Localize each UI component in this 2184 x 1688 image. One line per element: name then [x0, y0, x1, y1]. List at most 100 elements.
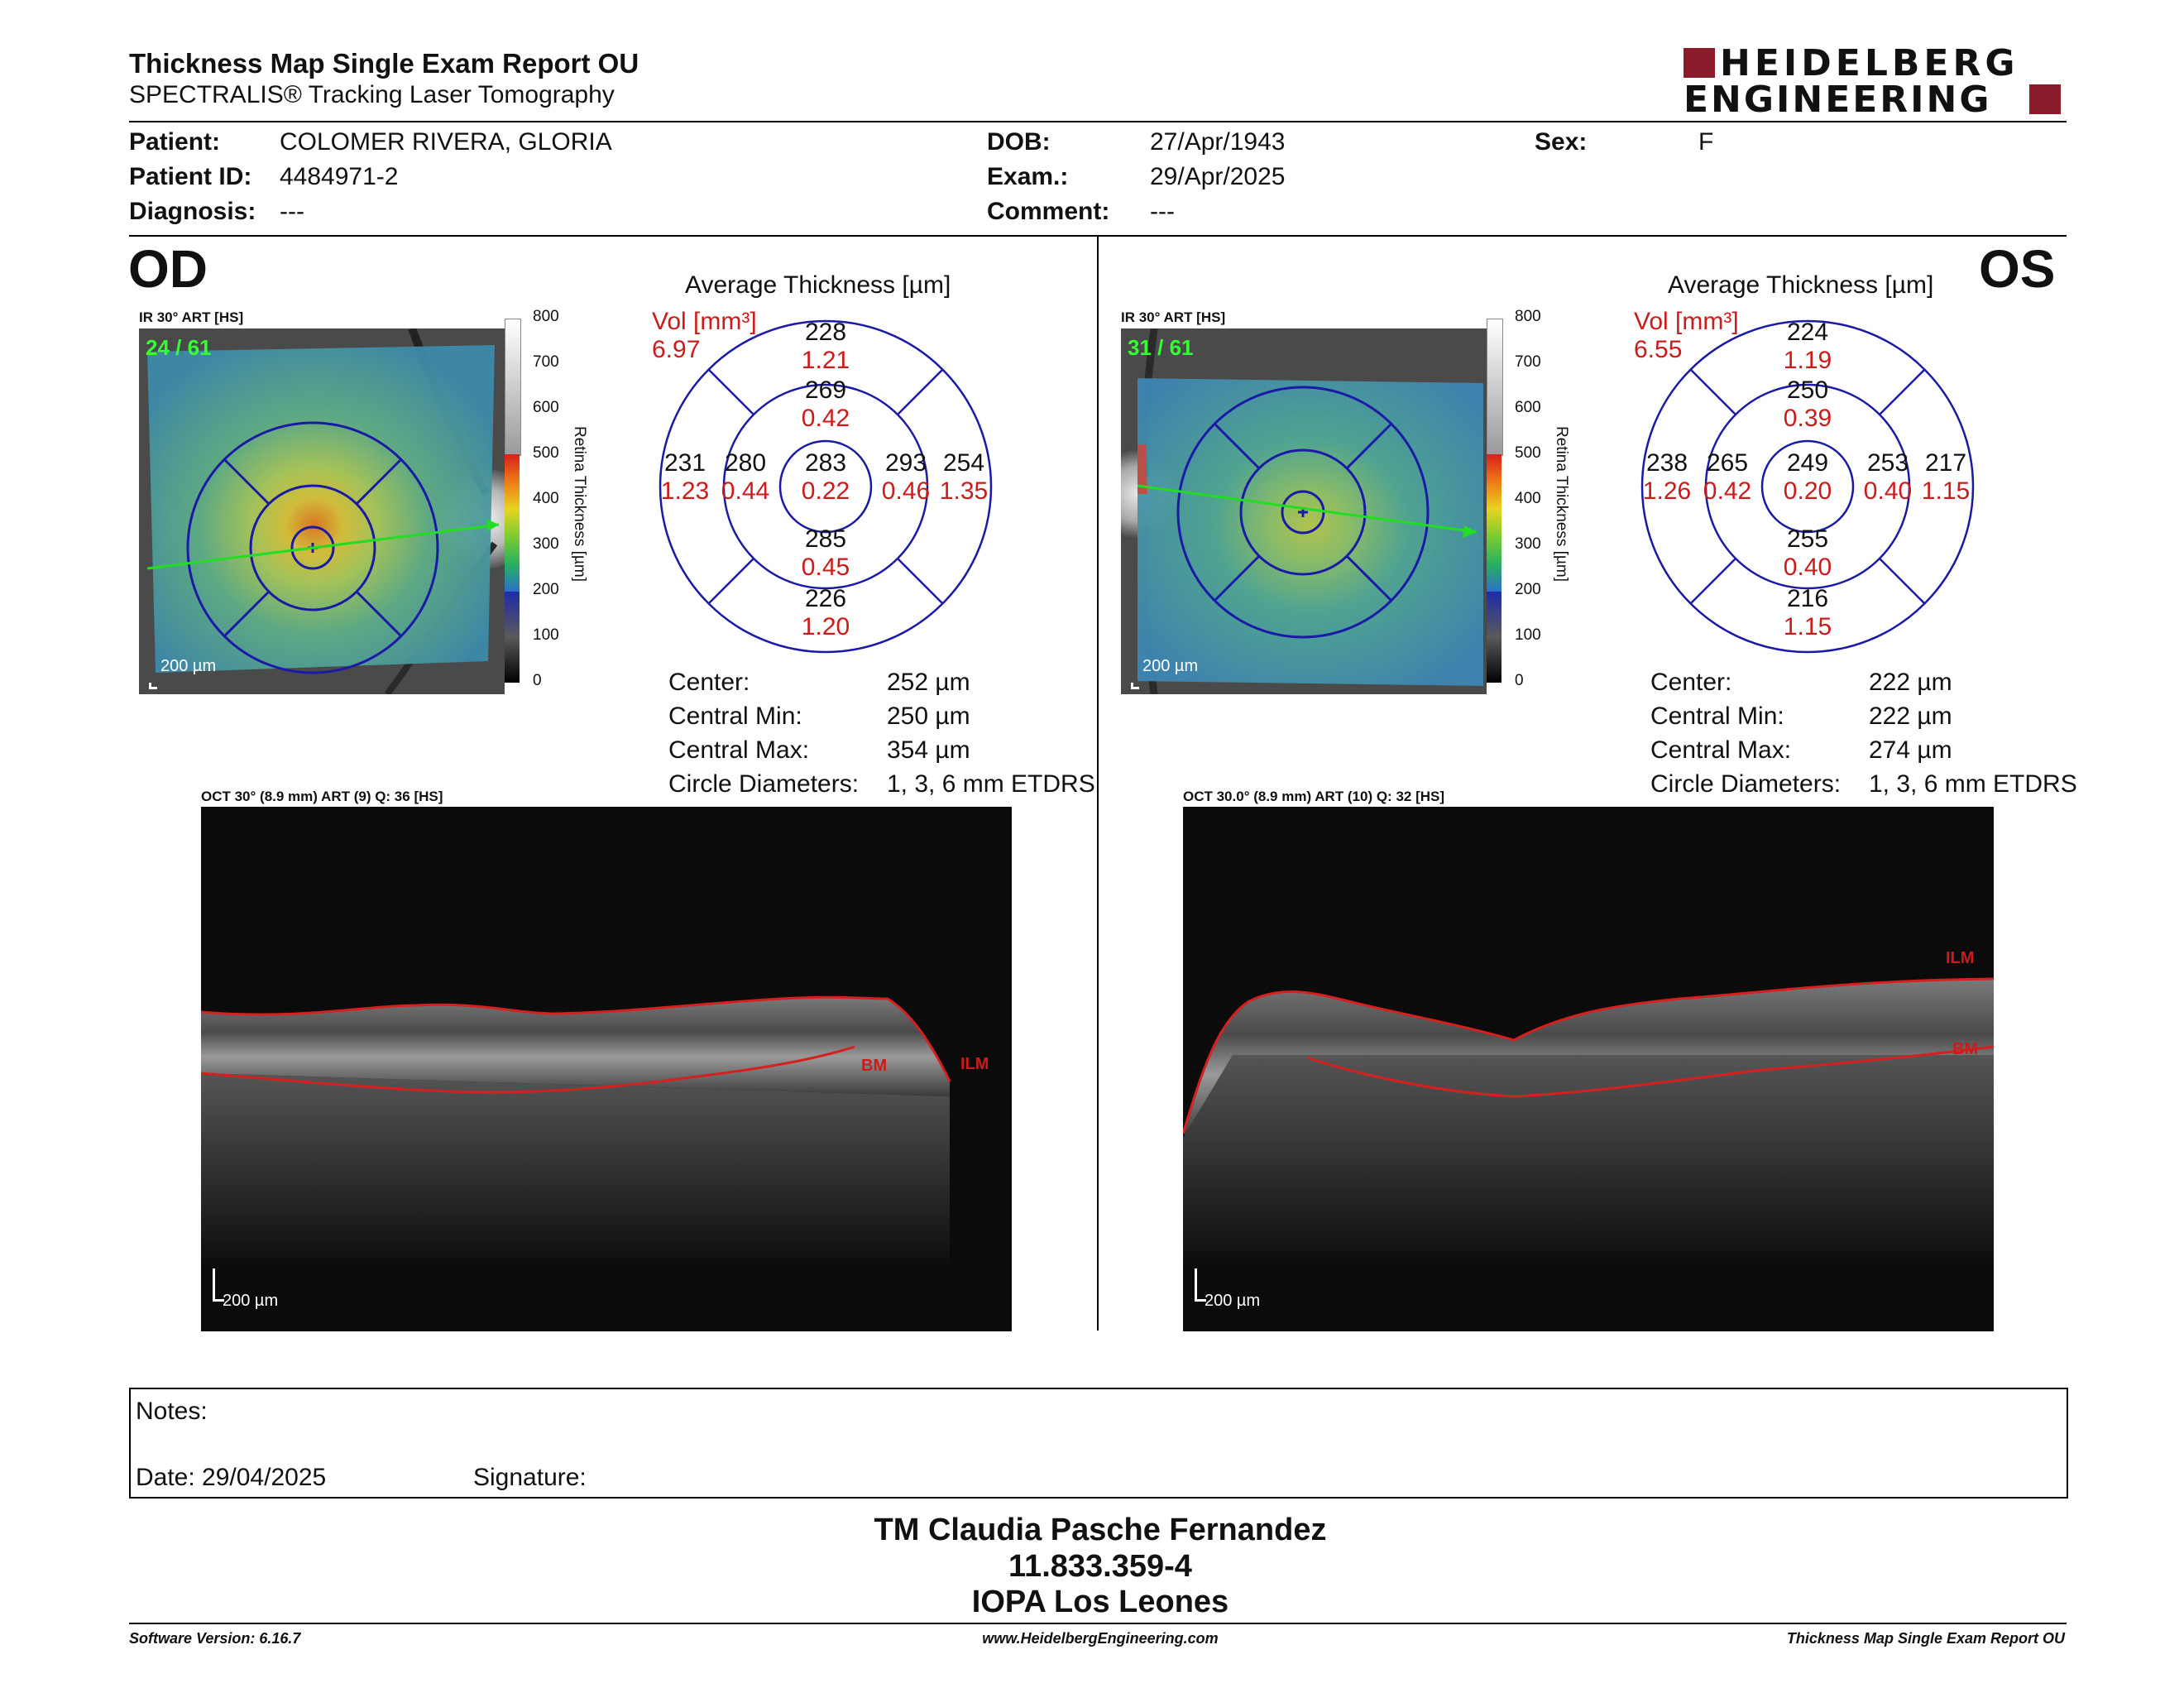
od-vol-value: 6.97: [652, 336, 701, 363]
od-stat-max-label: Central Max:: [668, 736, 810, 764]
tick-600: 600: [533, 399, 559, 416]
os-stat-max-value: 274 µm: [1869, 736, 1952, 764]
os-inner-left: 265 0.42: [1703, 449, 1752, 505]
technician-name: TM Claudia Pasche Fernandez: [874, 1513, 1327, 1547]
sex-value: F: [1698, 128, 1714, 156]
dob-value: 27/Apr/1943: [1150, 128, 1286, 156]
od-scale-title: Retina Thickness [µm]: [571, 426, 588, 582]
od-stat-min-value: 250 µm: [887, 703, 970, 730]
os-inner-sup: 250 0.39: [1783, 376, 1832, 432]
os-frame-count: 31 / 61: [1128, 335, 1194, 360]
header-divider: [129, 121, 2067, 122]
footer-report-title: Thickness Map Single Exam Report OU: [1786, 1630, 2065, 1647]
logo-text-engineering: ENGINEERING: [1684, 79, 1992, 121]
diagnosis-value: ---: [280, 198, 304, 225]
od-scale-ticks: 800 700 600 500 400 300 200 100 0: [533, 308, 566, 689]
od-eye-label: OD: [128, 239, 208, 299]
footer-divider: [129, 1623, 2067, 1624]
os-stat-min-value: 222 µm: [1869, 703, 1952, 730]
od-frame-count: 24 / 61: [146, 335, 212, 360]
os-oct-caption: OCT 30.0° (8.9 mm) ART (10) Q: 32 [HS]: [1183, 789, 1445, 804]
od-vol-label: Vol [mm³]: [652, 308, 757, 335]
tick-0: 0: [1515, 672, 1524, 689]
patient-label: Patient:: [129, 128, 221, 156]
diagnosis-label: Diagnosis:: [129, 198, 256, 225]
notes-box[interactable]: Notes: Date: 29/04/2025 Signature:: [129, 1388, 2068, 1499]
os-ilm-label: ILM: [1946, 949, 1975, 967]
os-etdrs-grid: 224 1.19 250 0.39 249 0.20 238 1.26 265 0.42 …: [1640, 319, 1976, 655]
website-link[interactable]: www.HeidelbergEngineering.com: [982, 1630, 1219, 1647]
os-outer-left: 238 1.26: [1642, 449, 1692, 505]
report-subtitle: SPECTRALIS® Tracking Laser Tomography: [129, 81, 615, 108]
od-oct-bscan: 200 µm ILM BM: [201, 807, 1012, 1331]
od-inner-right: 293 0.46: [881, 449, 931, 505]
tick-300: 300: [1515, 535, 1541, 553]
tick-600: 600: [1515, 399, 1541, 416]
od-thickness-map: 24 / 61 200 µm: [139, 328, 505, 694]
notes-label: Notes:: [136, 1398, 208, 1425]
od-outer-inf: 226 1.20: [801, 585, 850, 640]
logo-text-heidelberg: HEIDELBERG: [1720, 42, 2019, 84]
od-stat-center-value: 252 µm: [887, 669, 970, 696]
od-outer-left: 231 1.23: [660, 449, 710, 505]
od-inner-left: 280 0.44: [721, 449, 770, 505]
od-stat-min-label: Central Min:: [668, 703, 802, 730]
od-inner-sup: 269 0.42: [801, 376, 850, 432]
institution-name: IOPA Los Leones: [971, 1585, 1229, 1619]
od-stat-diam-value: 1, 3, 6 mm ETDRS: [887, 770, 1095, 798]
od-bm-label: BM: [861, 1057, 888, 1075]
os-ir-caption: IR 30° ART [HS]: [1121, 309, 1226, 325]
od-color-scale: [505, 319, 521, 683]
exam-value: 29/Apr/2025: [1150, 163, 1286, 190]
od-etdrs-grid: 228 1.21 269 0.42 283 0.22 231 1.23 280 0.44 …: [658, 319, 994, 655]
software-version: Software Version: 6.16.7: [129, 1630, 301, 1647]
eye-divider: [1097, 237, 1099, 1331]
od-outer-sup: 228 1.21: [801, 319, 850, 374]
os-scale-title: Retina Thickness [µm]: [1553, 426, 1570, 582]
os-inner-right: 253 0.40: [1863, 449, 1913, 505]
od-center: 283 0.22: [801, 449, 850, 505]
technician-id: 11.833.359-4: [1008, 1549, 1192, 1584]
os-stat-min-label: Central Min:: [1650, 703, 1784, 730]
os-stat-diam-label: Circle Diameters:: [1650, 770, 1842, 798]
tick-0: 0: [533, 672, 542, 689]
od-ir-caption: IR 30° ART [HS]: [139, 309, 244, 325]
os-inner-inf: 255 0.40: [1783, 525, 1832, 581]
od-stat-max-value: 354 µm: [887, 736, 970, 764]
patient-name: COLOMER RIVERA, GLORIA: [280, 128, 612, 156]
os-outer-sup: 224 1.19: [1783, 319, 1832, 374]
comment-label: Comment:: [987, 198, 1110, 225]
os-oct-bscan: 200 µm ILM BM: [1183, 807, 1994, 1331]
os-stat-diam-value: 1, 3, 6 mm ETDRS: [1869, 770, 2077, 798]
tick-800: 800: [1515, 308, 1541, 325]
tick-500: 500: [1515, 444, 1541, 462]
os-grid-title: Average Thickness [µm]: [1668, 271, 1934, 299]
os-thickness-map: 31 / 61 200 µm: [1121, 328, 1487, 694]
od-oct-scalebar: 200 µm: [223, 1292, 279, 1310]
notes-date: Date: 29/04/2025: [136, 1464, 327, 1491]
logo-square-top: [1684, 48, 1715, 78]
os-center: 249 0.20: [1783, 449, 1832, 505]
tick-300: 300: [533, 535, 559, 553]
od-outer-right: 254 1.35: [939, 449, 989, 505]
od-oct-caption: OCT 30° (8.9 mm) ART (9) Q: 36 [HS]: [201, 789, 443, 804]
os-bm-label: BM: [1952, 1040, 1979, 1058]
os-vol-label: Vol [mm³]: [1634, 308, 1739, 335]
od-map-scalebar: 200 µm: [160, 657, 217, 675]
comment-value: ---: [1150, 198, 1175, 225]
os-map-scalebar: 200 µm: [1142, 657, 1199, 675]
report-title: Thickness Map Single Exam Report OU: [129, 48, 639, 79]
patient-id-label: Patient ID:: [129, 163, 252, 190]
exam-label: Exam.:: [987, 163, 1069, 190]
logo-square-bottom: [2029, 84, 2061, 114]
od-stat-center-label: Center:: [668, 669, 750, 696]
od-ilm-label: ILM: [960, 1055, 989, 1073]
os-outer-inf: 216 1.15: [1783, 585, 1832, 640]
tick-100: 100: [1515, 626, 1541, 644]
sex-label: Sex:: [1535, 128, 1588, 156]
tick-400: 400: [533, 490, 559, 507]
os-scale-ticks: 800 700 600 500 400 300 200 100 0: [1515, 308, 1548, 689]
od-stat-diam-label: Circle Diameters:: [668, 770, 860, 798]
tick-500: 500: [533, 444, 559, 462]
patient-divider: [129, 235, 2067, 237]
